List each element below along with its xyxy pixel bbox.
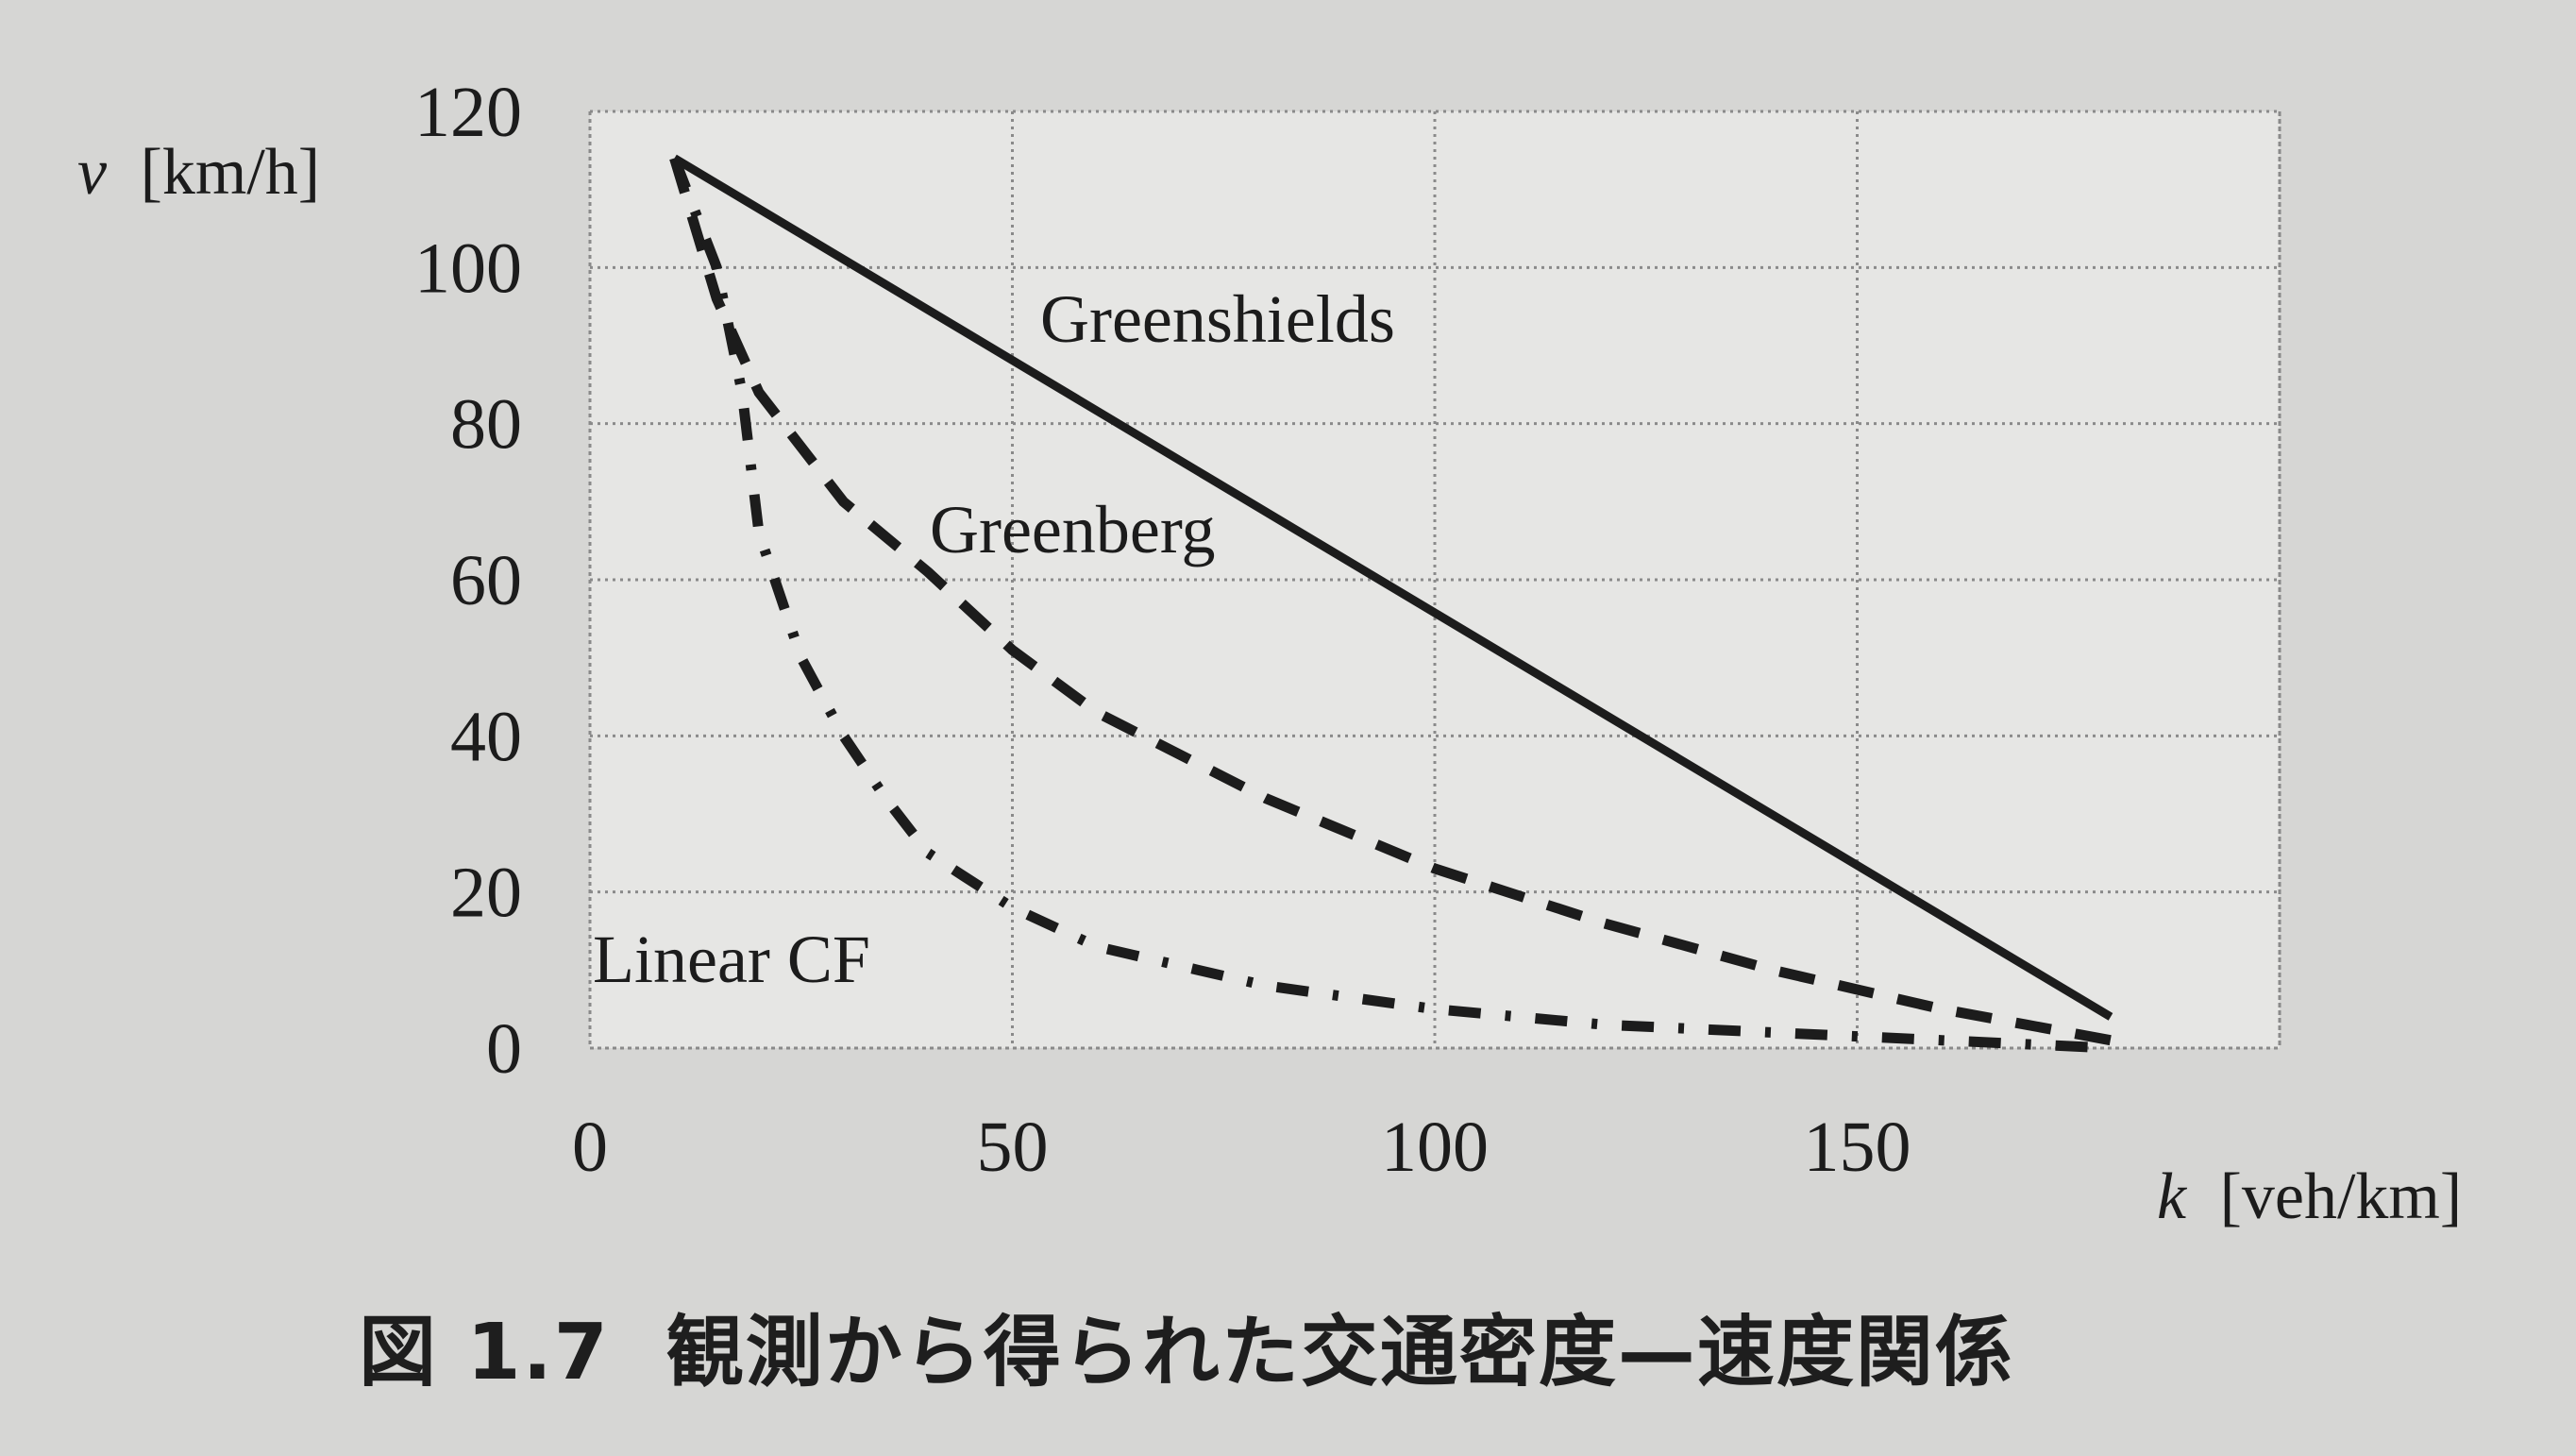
x-axis-label: k [veh/km]: [2157, 1160, 2462, 1233]
x-tick-label: 150: [1804, 1108, 1911, 1187]
series-line-linear-cf: [669, 156, 2112, 1054]
x-tick-labels: 0 50 100 150: [572, 1108, 1911, 1187]
series-lines: [669, 154, 2113, 1054]
y-tick-labels: 0 20 40 60 80 100 120: [414, 73, 522, 1089]
y-axis-variable: v: [77, 136, 108, 209]
series-line-greenshields: [672, 154, 2113, 1021]
figure-caption: 図 1.7 観測から得られた交通密度—速度関係: [359, 1289, 2247, 1397]
y-tick-label: 0: [486, 1009, 522, 1089]
x-tick-label: 100: [1381, 1108, 1489, 1187]
x-tick-label: 0: [572, 1108, 608, 1187]
figure-number: 図 1.7: [359, 1308, 610, 1397]
y-axis-label: v [km/h]: [77, 136, 320, 209]
x-axis-unit: [veh/km]: [2220, 1160, 2463, 1233]
linear-cf-label: Linear CF: [593, 922, 870, 997]
y-tick-label: 60: [450, 541, 522, 620]
y-axis-unit: [km/h]: [141, 136, 321, 209]
y-tick-label: 40: [450, 697, 522, 776]
y-tick-label: 100: [414, 229, 522, 308]
y-tick-label: 80: [450, 385, 522, 465]
grid-lines: [588, 110, 2281, 1050]
series-line-greenberg: [669, 157, 2112, 1046]
y-tick-label: 120: [414, 73, 522, 152]
y-tick-label: 20: [450, 854, 522, 933]
greenberg-label: Greenberg: [930, 492, 1216, 567]
x-axis-variable: k: [2157, 1160, 2188, 1233]
greenshields-label: Greenshields: [1040, 281, 1395, 357]
x-tick-label: 50: [977, 1108, 1049, 1187]
figure-caption-text: 観測から得られた交通密度—速度関係: [665, 1308, 2014, 1397]
